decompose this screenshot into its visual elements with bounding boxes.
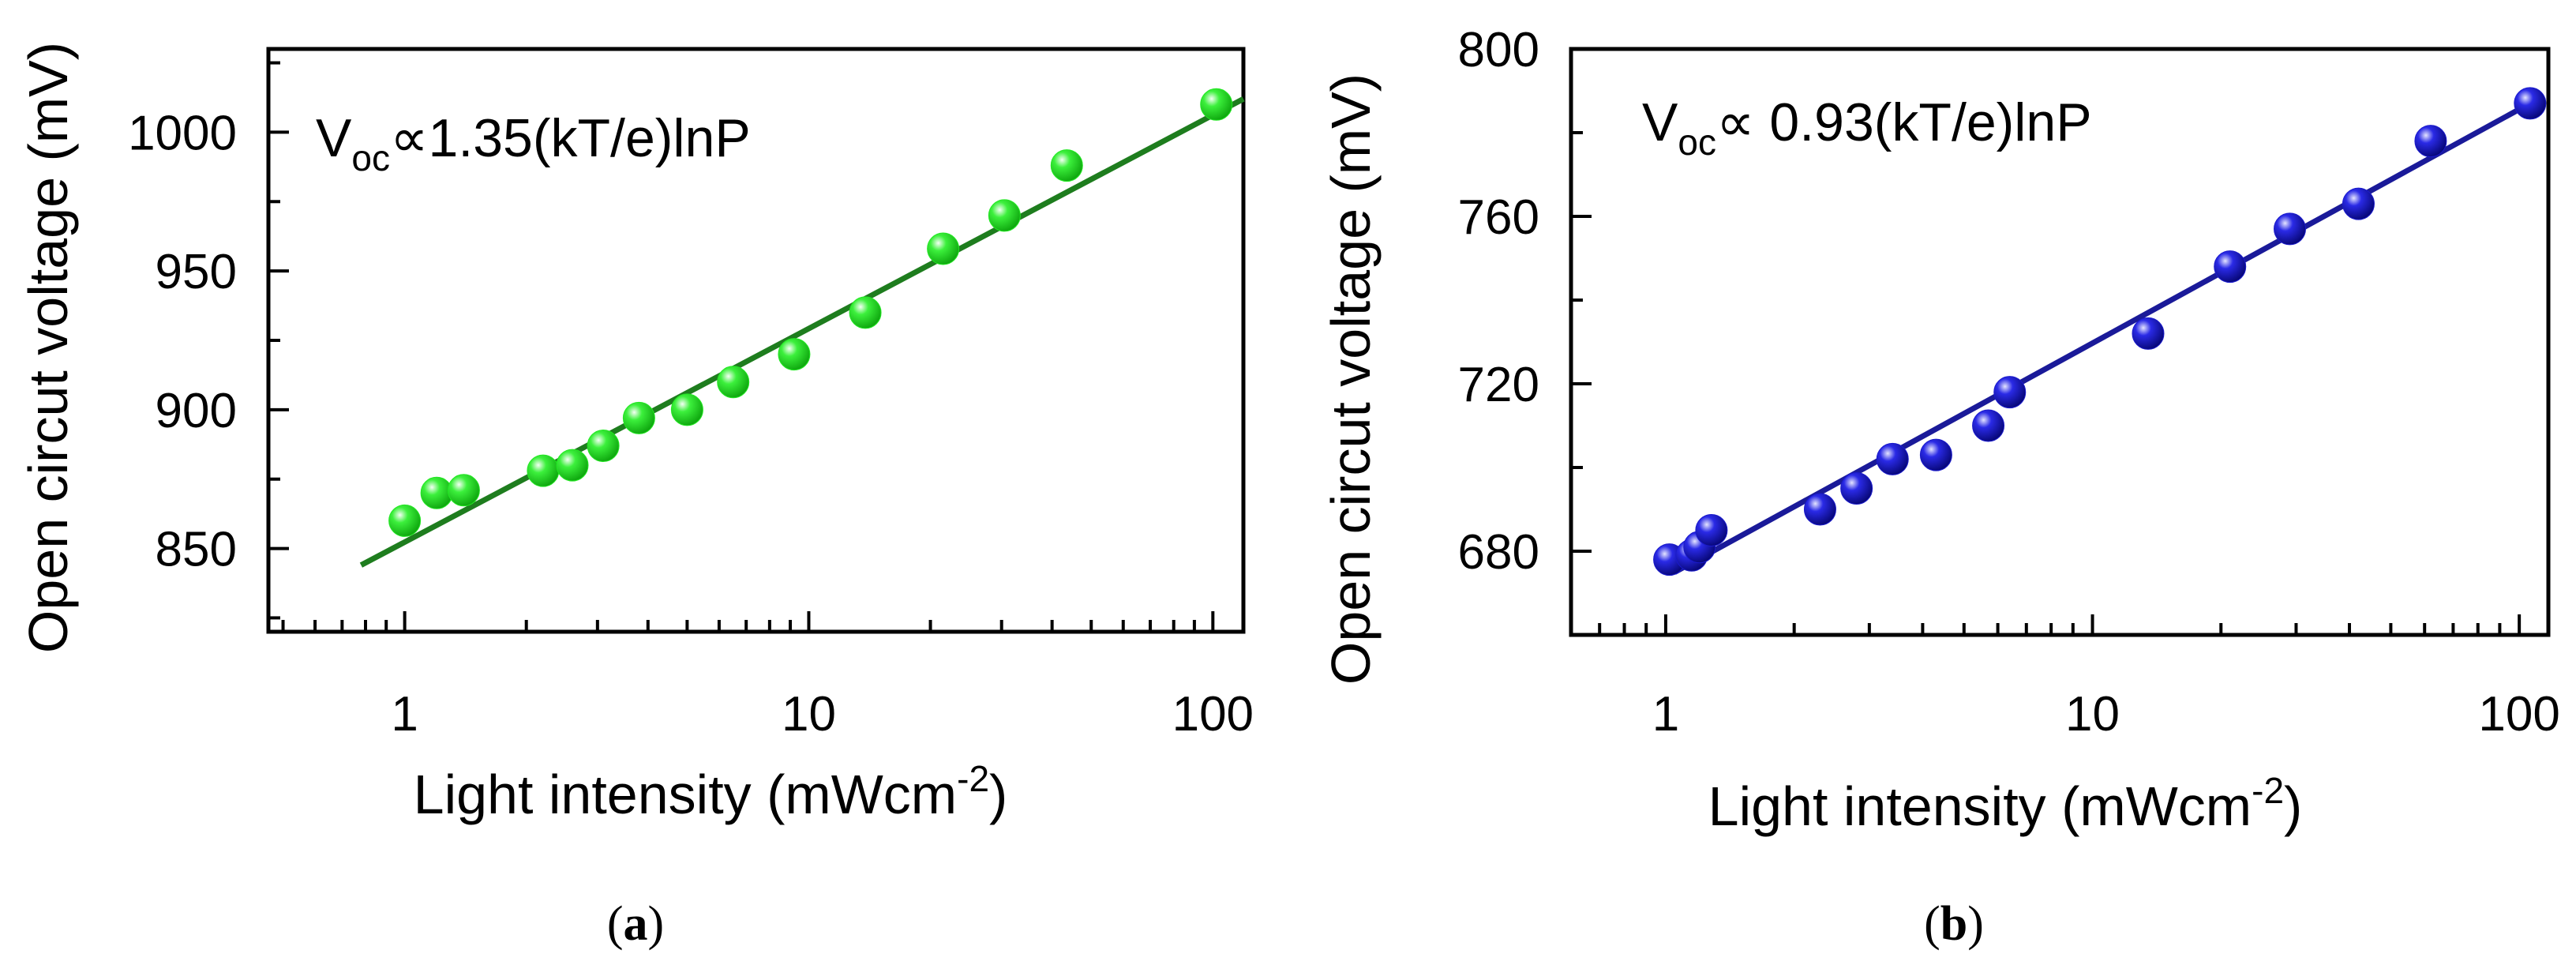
data-point bbox=[1919, 438, 1952, 471]
axis-ticks bbox=[268, 61, 1215, 632]
data-point bbox=[587, 430, 620, 463]
panel-label: (a) bbox=[607, 897, 664, 951]
data-point bbox=[670, 393, 703, 426]
chart-panel-a: 1 10 100 850 900 950 1000 Light intensit… bbox=[17, 42, 1254, 951]
data-point bbox=[556, 449, 589, 482]
data-point bbox=[447, 474, 480, 507]
data-point bbox=[849, 296, 882, 329]
fit-line-group bbox=[1673, 100, 2532, 575]
x-tick-label: 10 bbox=[782, 687, 836, 742]
data-points bbox=[1653, 87, 2547, 576]
data-point bbox=[927, 232, 960, 265]
data-point bbox=[1972, 409, 2005, 442]
data-point bbox=[420, 476, 453, 509]
data-point bbox=[1695, 514, 1728, 546]
fit-line bbox=[1673, 100, 2532, 575]
fit-annotation: Voc∝ 0.93(kT/e)lnP bbox=[1642, 92, 2092, 163]
x-axis-label: Light intensity (mWcm-2) bbox=[414, 758, 1008, 825]
data-point bbox=[778, 338, 811, 371]
x-tick-labels: 1 10 100 bbox=[1652, 687, 2560, 742]
panel-label: (b) bbox=[1924, 897, 1984, 951]
data-point bbox=[2414, 125, 2447, 158]
x-tick-label: 100 bbox=[1172, 687, 1254, 742]
data-point bbox=[2214, 250, 2247, 283]
plot-area-frame bbox=[1569, 47, 2551, 637]
data-point bbox=[1050, 149, 1083, 182]
y-tick-labels: 680 720 760 800 bbox=[1458, 23, 1539, 580]
data-point bbox=[1200, 88, 1233, 121]
y-tick-label: 850 bbox=[156, 523, 237, 577]
data-point bbox=[1993, 376, 2027, 409]
axis-ticks bbox=[1569, 47, 2522, 636]
y-tick-labels: 850 900 950 1000 bbox=[128, 106, 237, 576]
y-tick-label: 680 bbox=[1458, 525, 1539, 580]
y-tick-label: 760 bbox=[1458, 190, 1539, 245]
data-point bbox=[2132, 317, 2165, 350]
data-point bbox=[527, 454, 560, 487]
x-tick-label: 1 bbox=[391, 687, 418, 742]
fit-annotation: Voc∝1.35(kT/e)lnP bbox=[316, 108, 751, 178]
y-tick-label: 800 bbox=[1458, 23, 1539, 77]
data-points bbox=[388, 88, 1233, 537]
data-point bbox=[2342, 187, 2375, 220]
y-tick-label: 1000 bbox=[128, 106, 237, 160]
data-point bbox=[388, 504, 422, 537]
y-tick-label: 720 bbox=[1458, 358, 1539, 412]
data-point bbox=[2274, 212, 2307, 246]
y-tick-label: 900 bbox=[156, 384, 237, 438]
y-axis-label: Open circut voltage (mV) bbox=[1320, 73, 1382, 685]
y-axis-label: Open circut voltage (mV) bbox=[17, 42, 79, 653]
data-point bbox=[988, 199, 1021, 232]
y-tick-label: 950 bbox=[156, 245, 237, 299]
x-axis-label: Light intensity (mWcm-2) bbox=[1708, 770, 2303, 837]
chart-panel-b: 1 10 100 680 720 760 800 Light intensity… bbox=[1320, 23, 2560, 951]
data-point bbox=[2514, 87, 2547, 120]
x-tick-label: 1 bbox=[1652, 687, 1679, 742]
data-point bbox=[717, 366, 750, 399]
data-point bbox=[622, 401, 655, 434]
data-point bbox=[1803, 493, 1836, 526]
x-tick-label: 10 bbox=[2065, 687, 2120, 742]
x-tick-labels: 1 10 100 bbox=[391, 687, 1254, 742]
data-point bbox=[1876, 442, 1909, 475]
data-point bbox=[1840, 472, 1873, 505]
x-tick-label: 100 bbox=[2478, 687, 2559, 742]
fit-line bbox=[359, 96, 1245, 568]
fit-line-group bbox=[359, 96, 1245, 568]
